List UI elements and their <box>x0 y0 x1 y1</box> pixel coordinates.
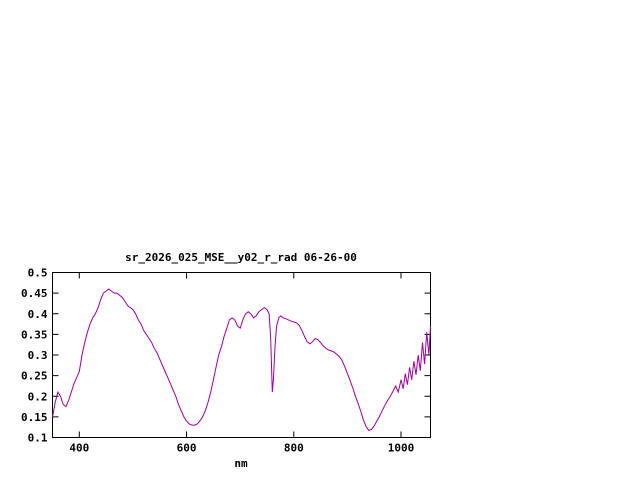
chart-title: sr_2026_025_MSE__y02_r_rad 06-26-00 <box>125 251 357 264</box>
x-tick-label: 400 <box>69 442 89 455</box>
y-tick-label: 0.15 <box>21 411 48 424</box>
x-tick-label: 800 <box>284 442 304 455</box>
x-tick-label: 1000 <box>388 442 415 455</box>
plot-border <box>52 272 431 438</box>
y-tick-label: 0.25 <box>21 370 48 383</box>
y-tick-label: 0.4 <box>28 308 48 321</box>
y-tick-label: 0.35 <box>21 328 48 341</box>
y-tick-label: 0.45 <box>21 287 48 300</box>
y-tick-label: 0.5 <box>28 267 48 280</box>
y-tick-label: 0.3 <box>28 349 48 362</box>
y-tick-label: 0.2 <box>28 390 48 403</box>
x-axis-label: nm <box>234 457 248 470</box>
x-tick-label: 600 <box>177 442 197 455</box>
series-line <box>52 288 431 432</box>
y-tick-label: 0.1 <box>28 432 48 445</box>
